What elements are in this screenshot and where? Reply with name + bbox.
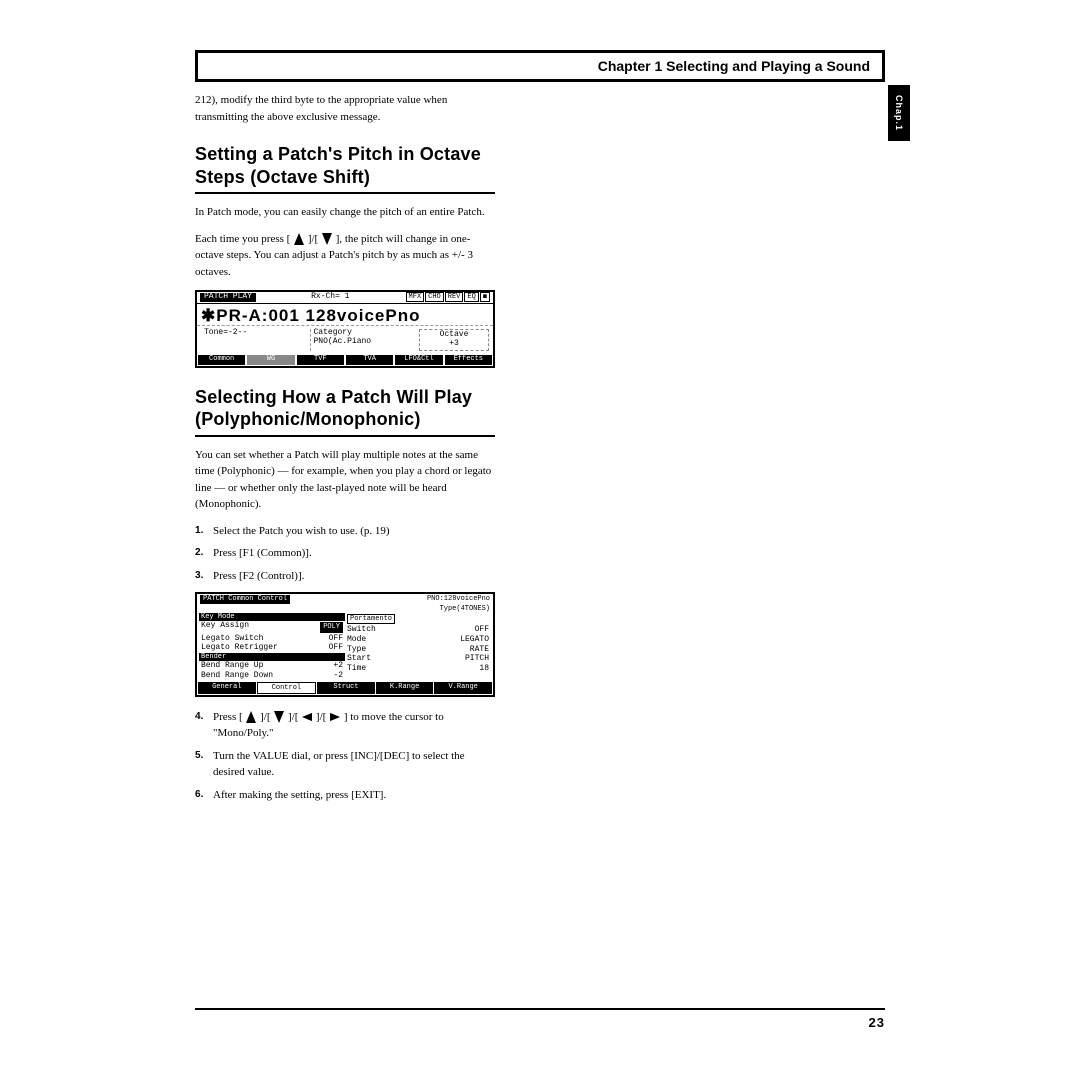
steps-list-2: Press [ ]/[ ]/[ ]/[ ] to move the cursor… (195, 709, 495, 804)
lcd1-category: Category PNO(Ac.Piano (310, 329, 420, 351)
lcd2-col-header: Portamento (347, 614, 395, 624)
lcd1-octave: Octave +3 (419, 329, 489, 351)
lcd1-mode: PATCH PLAY (200, 293, 256, 302)
section2-para: You can set whether a Patch will play mu… (195, 447, 495, 513)
param-value: OFF (475, 625, 489, 635)
lcd2-col-header: Bender (199, 653, 345, 661)
lcd1-badge: CHO (425, 292, 444, 302)
lcd1-tab: LFO&Ctl (395, 355, 442, 365)
param-value: PITCH (465, 654, 489, 664)
param-label: Type (347, 645, 366, 655)
section1-para2: Each time you press [ ]/[ ], the pitch w… (195, 231, 495, 281)
lcd1-rx: Rx-Ch= 1 (311, 293, 349, 302)
up-arrow-icon (246, 711, 256, 723)
text-fragment: ]/[ (316, 711, 326, 723)
text-fragment: ]/[ (308, 233, 318, 245)
section1-heading: Setting a Patch's Pitch in Octave Steps … (195, 143, 495, 194)
lcd-screenshot-1: PATCH PLAY Rx-Ch= 1 MFXCHOREVEQ◼ ✱PR-A:0… (195, 290, 495, 368)
lcd1-tab: TVA (346, 355, 393, 365)
lcd2-tabs: General Control Struct K.Range V.Range (197, 681, 493, 695)
page-number: 23 (869, 1015, 885, 1030)
param-label: Time (347, 664, 366, 674)
param-value: RATE (470, 645, 489, 655)
lcd2-right-col: Portamento Switch OFF Mode LEGATO Type RATE… (345, 613, 491, 681)
param-label: Bend Range Down (201, 671, 273, 681)
lcd1-tab: TVF (297, 355, 344, 365)
section1-para1: In Patch mode, you can easily change the… (195, 204, 495, 221)
lcd2-patch: PNO:128voicePno (427, 595, 490, 603)
chapter-header: Chapter 1 Selecting and Playing a Sound (195, 50, 885, 82)
lcd1-tab: WG (247, 355, 294, 365)
step-item: Press [ ]/[ ]/[ ]/[ ] to move the cursor… (195, 709, 495, 742)
lcd1-badge: MFX (406, 292, 425, 302)
lcd1-badge: EQ (464, 292, 478, 302)
param-label: Switch (347, 625, 376, 635)
intro-paragraph: 212), modify the third byte to the appro… (195, 92, 495, 125)
param-value: POLY (320, 622, 343, 632)
main-column: 212), modify the third byte to the appro… (195, 92, 495, 803)
text-fragment: ]/[ (260, 711, 270, 723)
left-arrow-icon (302, 711, 312, 723)
lcd1-tone: Tone=-2-- (201, 329, 310, 351)
lcd2-left-col: Key Mode Key Assign POLY Legato Switch OFF… (199, 613, 345, 681)
lcd2-title: PATCH Common Control (200, 595, 290, 603)
param-value: OFF (329, 643, 343, 653)
step-item: Select the Patch you wish to use. (p. 19… (195, 523, 495, 540)
lcd2-tab: Struct (317, 682, 375, 694)
lcd1-badge: ◼ (480, 292, 490, 302)
steps-list: Select the Patch you wish to use. (p. 19… (195, 523, 495, 585)
section2-heading: Selecting How a Patch Will Play (Polypho… (195, 386, 495, 437)
step-item: Press [F1 (Common)]. (195, 545, 495, 562)
param-label: Bend Range Up (201, 661, 263, 671)
lcd2-sub: Type(4TONES) (197, 605, 493, 613)
lcd2-tab: Control (257, 682, 317, 694)
param-value: OFF (329, 634, 343, 644)
lcd1-tabs: Common WG TVF TVA LFO&Ctl Effects (197, 354, 493, 366)
lcd1-badges: MFXCHOREVEQ◼ (405, 293, 490, 302)
step-item: Press [F2 (Control)]. (195, 568, 495, 585)
lcd-screenshot-2: PATCH Common Control PNO:128voicePno Typ… (195, 592, 495, 697)
param-value: LEGATO (460, 635, 489, 645)
lcd1-tab: Common (198, 355, 245, 365)
param-value: +2 (333, 661, 343, 671)
text-fragment: Each time you press [ (195, 233, 290, 245)
down-arrow-icon (274, 711, 284, 723)
param-label: Key Assign (201, 621, 249, 633)
side-tab: Chap.1 (888, 85, 910, 141)
lcd1-tab: Effects (445, 355, 492, 365)
param-label: Mode (347, 635, 366, 645)
param-label: Start (347, 654, 371, 664)
lcd1-badge: REV (445, 292, 464, 302)
step-item: After making the setting, press [EXIT]. (195, 787, 495, 804)
param-label: Legato Switch (201, 634, 263, 644)
param-label: Legato Retrigger (201, 643, 278, 653)
lcd2-col-header: Key Mode (199, 613, 345, 621)
up-arrow-icon (294, 233, 304, 245)
lcd1-title: ✱PR-A:001 128voicePno (197, 304, 493, 327)
lcd2-tab: V.Range (434, 682, 492, 694)
down-arrow-icon (322, 233, 332, 245)
lcd1-oct-value: +3 (423, 340, 485, 349)
right-arrow-icon (330, 711, 340, 723)
page-footer: 23 (195, 1008, 885, 1030)
lcd2-tab: General (198, 682, 256, 694)
lcd2-tab: K.Range (376, 682, 434, 694)
param-value: -2 (333, 671, 343, 681)
text-fragment: Press [ (213, 711, 243, 723)
text-fragment: ]/[ (288, 711, 298, 723)
step-item: Turn the VALUE dial, or press [INC]/[DEC… (195, 748, 495, 781)
param-value: 18 (479, 664, 489, 674)
lcd1-cat-value: PNO(Ac.Piano (314, 338, 417, 347)
